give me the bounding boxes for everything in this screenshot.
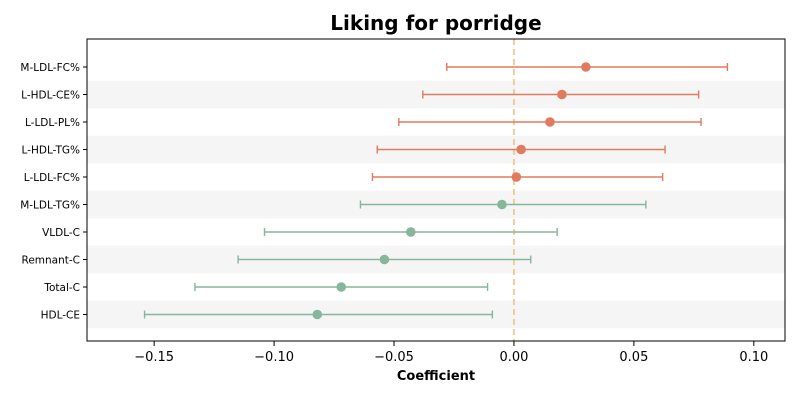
estimate-point xyxy=(406,227,416,237)
estimate-point xyxy=(336,282,347,292)
estimate-point xyxy=(516,144,526,155)
x-tick-label: 0.05 xyxy=(619,350,648,365)
x-tick-label: −0.05 xyxy=(374,350,414,365)
estimate-point xyxy=(497,199,507,210)
estimate-point xyxy=(581,62,591,72)
y-tick-label: L-LDL-FC% xyxy=(24,172,80,184)
point-estimates xyxy=(312,62,591,320)
x-tick-label: 0.10 xyxy=(739,350,768,365)
y-tick-label: L-HDL-TG% xyxy=(22,145,80,157)
estimate-point xyxy=(545,117,555,127)
estimate-point xyxy=(557,89,567,100)
y-tick-label: L-HDL-CE% xyxy=(21,90,80,102)
x-axis-label: Coefficient xyxy=(397,369,475,384)
estimate-point xyxy=(312,309,323,320)
y-tick-label: Remnant-C xyxy=(22,255,81,267)
y-tick-label: L-LDL-PL% xyxy=(25,117,80,129)
plot-frame xyxy=(86,38,786,342)
x-tick-label: −0.10 xyxy=(254,350,294,365)
estimate-point xyxy=(379,254,390,265)
y-tick-label: Total-C xyxy=(43,282,80,294)
x-tick-label: 0.00 xyxy=(499,350,528,365)
x-axis: −0.15 −0.10 −0.05 0.00 0.05 0.10 xyxy=(134,341,768,365)
estimate-point xyxy=(511,172,522,182)
y-tick-label: VLDL-C xyxy=(42,227,80,239)
x-tick-label: −0.15 xyxy=(134,350,174,365)
y-tick-label: M-LDL-FC% xyxy=(20,62,80,74)
y-axis: M-LDL-FC% L-HDL-CE% L-LDL-PL% L-HDL-TG% L-LD… xyxy=(20,62,87,322)
y-tick-label: HDL-CE xyxy=(41,310,80,322)
y-tick-label: M-LDL-TG% xyxy=(20,200,80,212)
chart-title: Liking for porridge xyxy=(330,11,541,35)
